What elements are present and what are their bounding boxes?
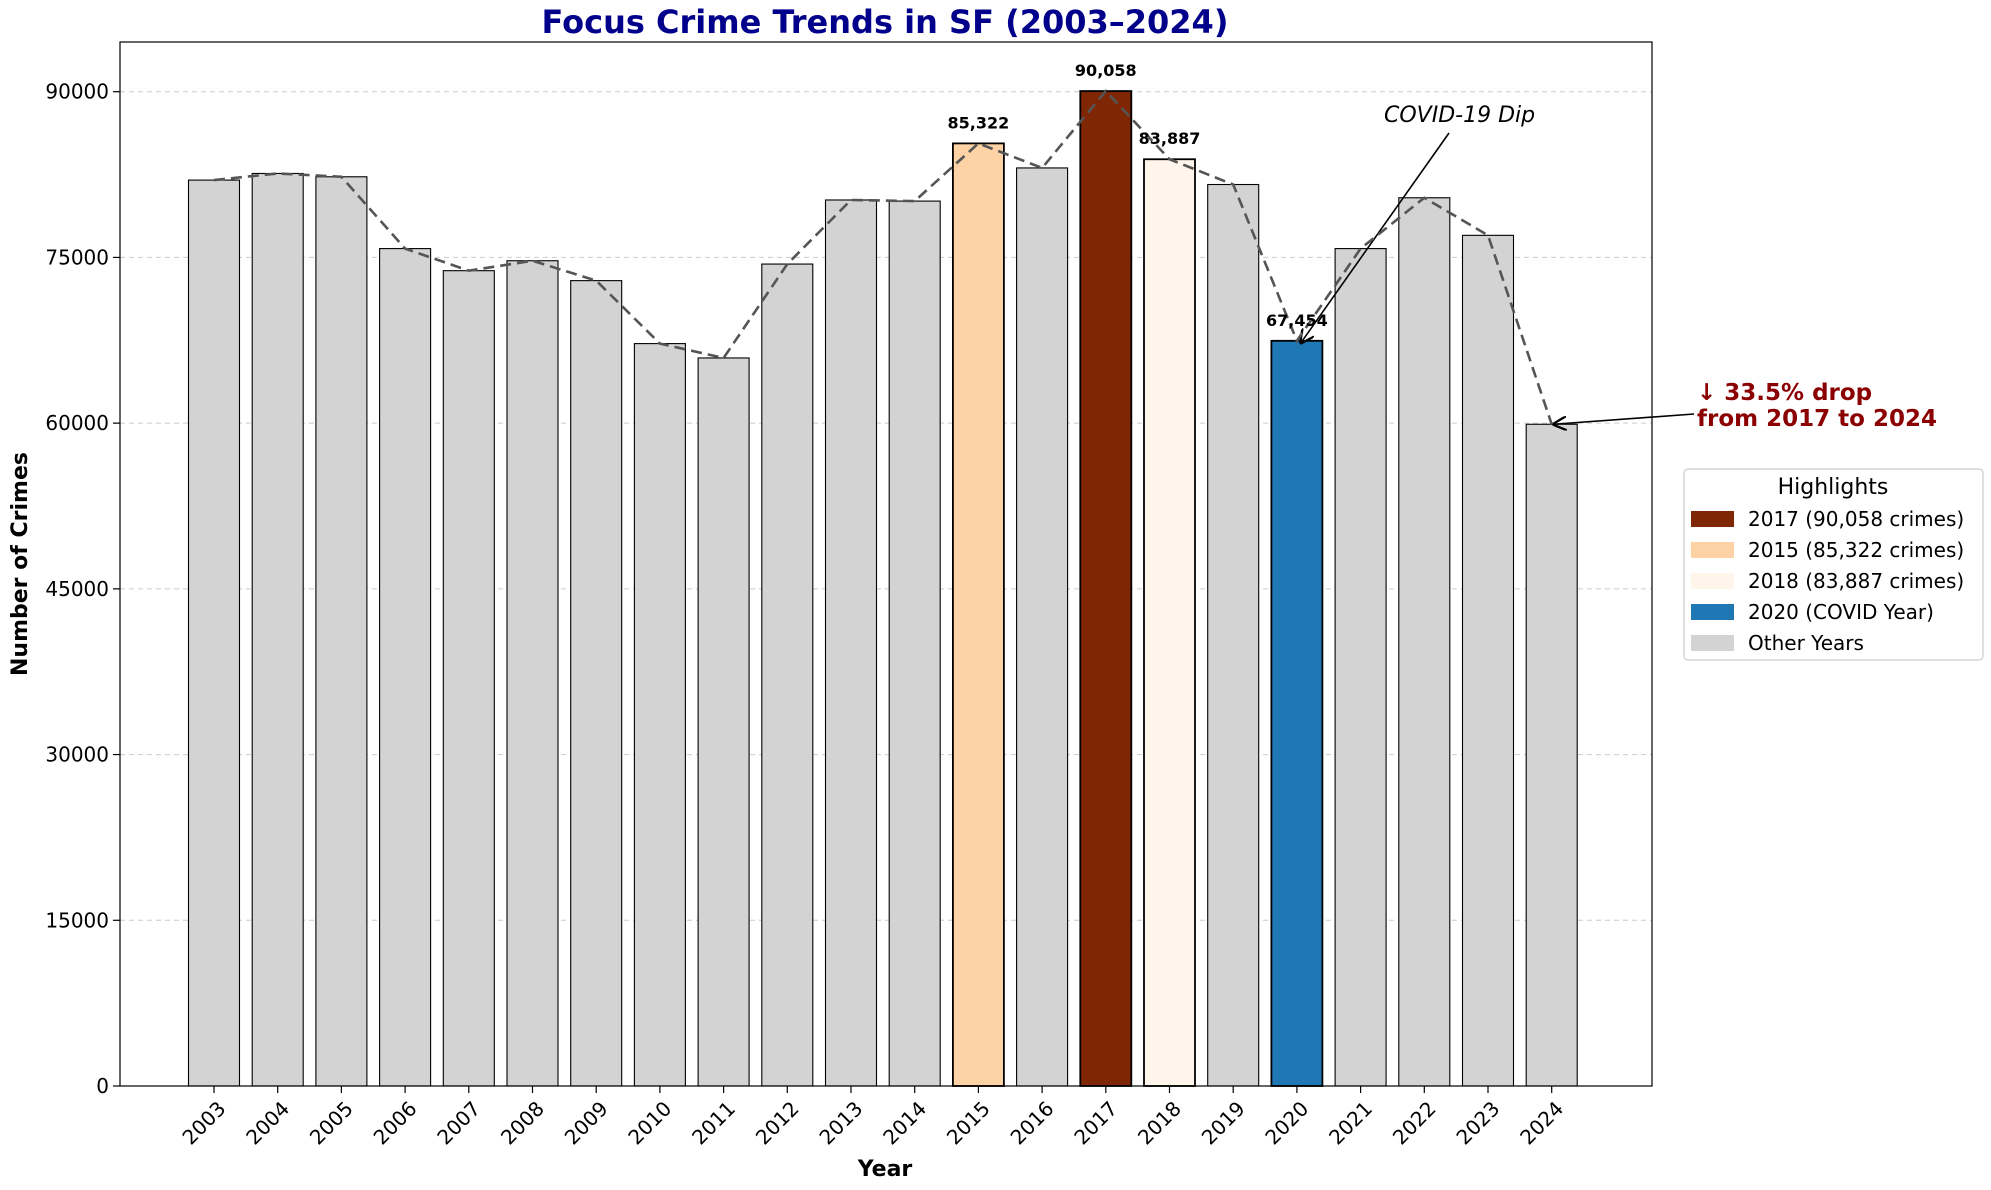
x-tick-label: 2023 bbox=[1451, 1096, 1504, 1149]
covid-dip-annotation: COVID-19 Dip bbox=[1384, 103, 1535, 128]
legend-label: 2017 (90,058 crimes) bbox=[1748, 507, 1964, 531]
bar-2010 bbox=[633, 343, 686, 1087]
legend-label: 2018 (83,887 crimes) bbox=[1748, 569, 1964, 593]
y-tick-label: 30000 bbox=[45, 743, 109, 767]
x-tick-label: 2016 bbox=[1006, 1096, 1059, 1149]
data-label-2015: 85,322 bbox=[948, 113, 1010, 132]
legend-item: 2018 (83,887 crimes) bbox=[1691, 569, 1964, 593]
x-tick-label: 2008 bbox=[496, 1096, 549, 1149]
bar-2023 bbox=[1461, 234, 1515, 1087]
data-label-2018: 83,887 bbox=[1139, 129, 1201, 148]
x-tick-label: 2017 bbox=[1069, 1096, 1122, 1149]
legend-item: Other Years bbox=[1691, 631, 1864, 655]
x-tick-label: 2007 bbox=[432, 1096, 485, 1149]
bar-2017 bbox=[1079, 90, 1133, 1087]
legend-label: 2015 (85,322 crimes) bbox=[1748, 538, 1964, 562]
x-tick-label: 2006 bbox=[369, 1096, 422, 1149]
bar-2022 bbox=[1398, 197, 1451, 1087]
legend-item: 2020 (COVID Year) bbox=[1691, 600, 1934, 624]
bar-2009 bbox=[570, 280, 623, 1087]
x-tick-label: 2020 bbox=[1260, 1096, 1313, 1149]
y-tick-label: 45000 bbox=[45, 577, 109, 601]
drop-arrow bbox=[1554, 413, 1695, 424]
x-tick-label: 2021 bbox=[1324, 1096, 1377, 1149]
data-label-2017: 90,058 bbox=[1075, 61, 1137, 80]
drop-annotation-line1: ↓ 33.5% drop bbox=[1697, 380, 1872, 406]
data-label-2020: 67,454 bbox=[1266, 311, 1328, 330]
legend-label: Other Years bbox=[1748, 631, 1864, 655]
legend-frame bbox=[1683, 468, 1984, 661]
legend-entries: 2017 (90,058 crimes) 2015 (85,322 crimes)… bbox=[1691, 507, 1964, 655]
x-tick-label: 2013 bbox=[814, 1096, 867, 1149]
bar-2021 bbox=[1334, 248, 1387, 1087]
legend-item: 2015 (85,322 crimes) bbox=[1691, 538, 1964, 562]
x-tick-label: 2018 bbox=[1133, 1096, 1186, 1149]
legend-title: Highlights bbox=[1778, 475, 1889, 500]
bar-2013 bbox=[824, 199, 878, 1087]
x-tick-label: 2010 bbox=[623, 1096, 676, 1149]
x-tick-label: 2019 bbox=[1197, 1096, 1250, 1149]
data-labels: 85,322 90,058 83,887 67,454 bbox=[948, 61, 1328, 330]
x-tick-label: 2009 bbox=[560, 1096, 613, 1149]
x-tick-label: 2024 bbox=[1515, 1096, 1568, 1149]
y-tick-label: 60000 bbox=[45, 411, 109, 435]
bar-2020 bbox=[1270, 339, 1324, 1087]
trend-line-layer bbox=[213, 89, 1553, 425]
y-tick-label: 75000 bbox=[45, 245, 109, 269]
legend-swatch bbox=[1691, 604, 1734, 620]
bar-2018 bbox=[1143, 158, 1196, 1087]
legend-swatch bbox=[1691, 542, 1734, 558]
bars bbox=[187, 90, 1578, 1087]
bar-2011 bbox=[697, 357, 750, 1087]
legend-swatch bbox=[1691, 635, 1734, 651]
gridlines bbox=[120, 91, 1652, 921]
bar-2012 bbox=[761, 263, 814, 1087]
bar-2008 bbox=[506, 260, 559, 1087]
bar-2005 bbox=[315, 176, 368, 1087]
x-tick-label: 2005 bbox=[305, 1096, 358, 1149]
annotations: COVID-19 Dip ↓ 33.5% drop from 2017 to 2… bbox=[1301, 103, 1937, 432]
y-axis-title: Number of Crimes bbox=[8, 452, 33, 676]
bar-2014 bbox=[888, 200, 941, 1087]
covid-dip-arrow bbox=[1301, 132, 1450, 343]
chart-title: Focus Crime Trends in SF (2003–2024) bbox=[542, 3, 1229, 41]
drop-annotation-line2: from 2017 to 2024 bbox=[1697, 406, 1937, 432]
plot-frame bbox=[119, 41, 1653, 1087]
x-tick-label: 2022 bbox=[1388, 1096, 1441, 1149]
y-tick-label: 15000 bbox=[45, 908, 109, 932]
legend: Highlights 2017 (90,058 crimes) 2015 (85,… bbox=[1683, 468, 1984, 661]
y-tick-label: 0 bbox=[96, 1074, 109, 1098]
x-tick-label: 2015 bbox=[942, 1096, 995, 1149]
bar-2004 bbox=[251, 172, 304, 1087]
bar-2019 bbox=[1207, 183, 1260, 1087]
legend-item: 2017 (90,058 crimes) bbox=[1691, 507, 1964, 531]
bar-2016 bbox=[1016, 167, 1069, 1087]
bar-2024 bbox=[1525, 423, 1578, 1087]
legend-swatch bbox=[1691, 573, 1734, 589]
bar-2015 bbox=[952, 142, 1005, 1087]
y-tick-label: 90000 bbox=[45, 80, 109, 104]
x-tick-label: 2012 bbox=[751, 1096, 804, 1149]
x-tick-label: 2003 bbox=[177, 1096, 230, 1149]
legend-label: 2020 (COVID Year) bbox=[1748, 600, 1934, 624]
x-tick-label: 2011 bbox=[687, 1096, 740, 1149]
legend-swatch bbox=[1691, 511, 1734, 527]
x-axis-title: Year bbox=[857, 1157, 913, 1182]
trend-line bbox=[213, 89, 1553, 425]
x-tick-label: 2014 bbox=[878, 1096, 931, 1149]
bar-2003 bbox=[187, 179, 241, 1087]
x-tick-label: 2004 bbox=[241, 1096, 294, 1149]
bar-2006 bbox=[379, 248, 432, 1087]
bar-2007 bbox=[442, 270, 495, 1087]
